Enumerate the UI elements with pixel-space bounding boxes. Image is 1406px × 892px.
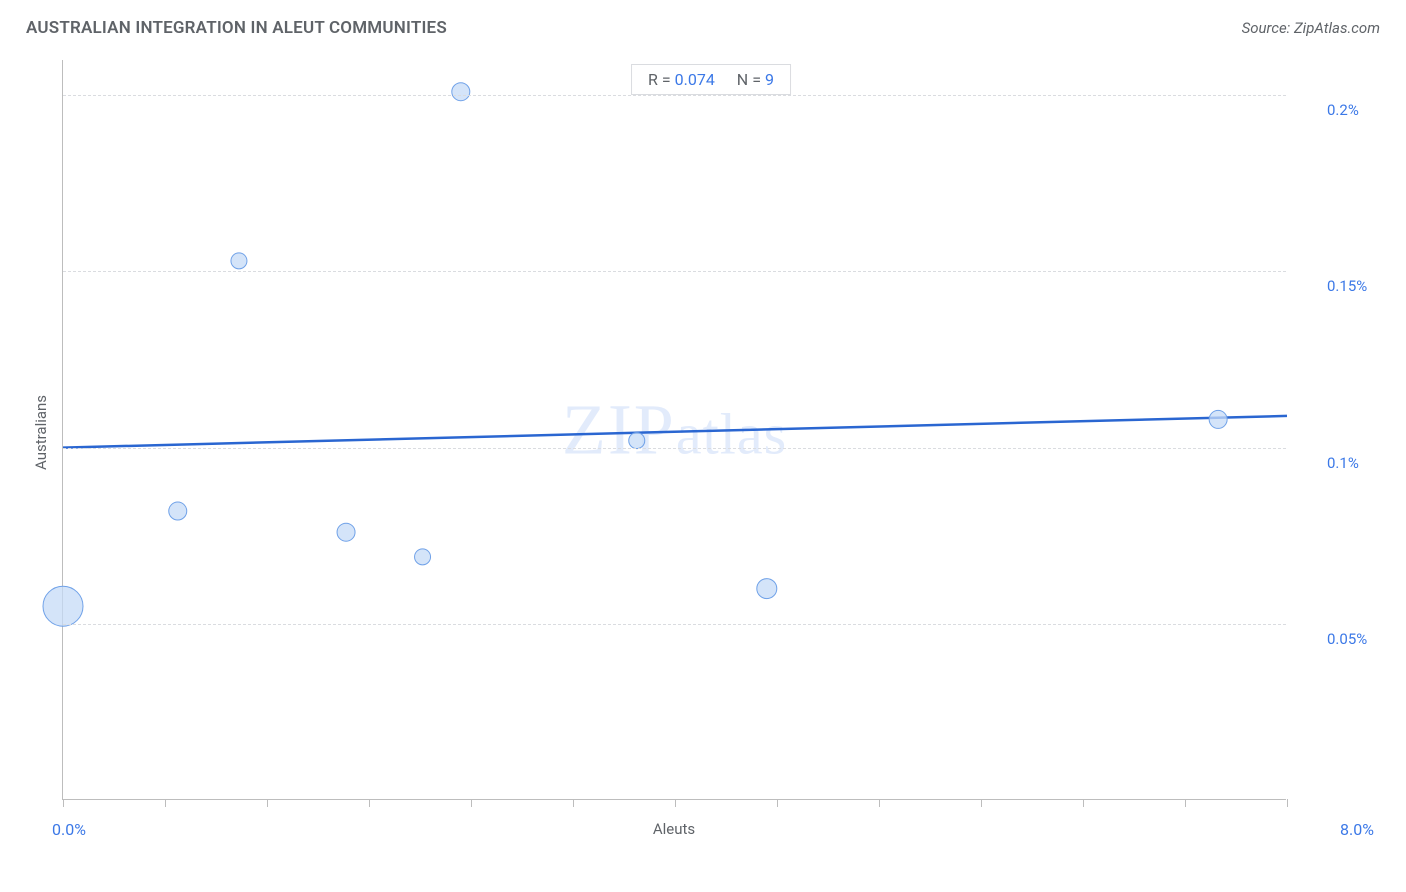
x-tick <box>165 799 166 807</box>
x-tick <box>675 799 676 807</box>
x-axis-max: 8.0% <box>1340 820 1374 839</box>
data-point <box>169 502 187 520</box>
data-point <box>415 549 431 565</box>
chart-source: Source: ZipAtlas.com <box>1242 19 1380 37</box>
x-axis-label: Aleuts <box>653 820 695 838</box>
data-point <box>1209 410 1227 428</box>
data-point <box>629 433 645 449</box>
x-tick <box>573 799 574 807</box>
data-point <box>231 253 247 269</box>
x-tick <box>777 799 778 807</box>
x-tick <box>981 799 982 807</box>
gridline-h <box>63 95 1286 96</box>
x-tick <box>63 799 64 807</box>
y-tick-label: 0.05% <box>1327 630 1367 648</box>
data-point <box>452 83 470 101</box>
scatter-svg <box>63 60 1286 799</box>
stat-r: R = 0.074 <box>648 70 715 89</box>
y-axis-label: Australians <box>32 395 50 470</box>
gridline-h <box>63 448 1286 449</box>
data-point <box>43 586 83 626</box>
trend-line <box>63 416 1287 448</box>
y-tick-label: 0.1% <box>1327 454 1359 472</box>
x-tick <box>369 799 370 807</box>
gridline-h <box>63 271 1286 272</box>
stat-n: N = 9 <box>737 70 774 89</box>
chart-header: AUSTRALIAN INTEGRATION IN ALEUT COMMUNIT… <box>26 18 1380 38</box>
x-axis-min: 0.0% <box>52 820 86 839</box>
x-tick <box>1083 799 1084 807</box>
x-tick <box>471 799 472 807</box>
x-tick <box>267 799 268 807</box>
gridline-h <box>63 624 1286 625</box>
chart-title: AUSTRALIAN INTEGRATION IN ALEUT COMMUNIT… <box>26 18 447 38</box>
y-tick-label: 0.2% <box>1327 101 1359 119</box>
x-tick <box>1185 799 1186 807</box>
data-point <box>757 579 777 599</box>
chart-plot-area: ZIPatlas 0.05%0.1%0.15%0.2% <box>62 60 1286 800</box>
x-tick <box>1287 799 1288 807</box>
x-tick <box>879 799 880 807</box>
data-point <box>337 523 355 541</box>
y-tick-label: 0.15% <box>1327 277 1367 295</box>
stats-box: R = 0.074 N = 9 <box>631 64 791 95</box>
